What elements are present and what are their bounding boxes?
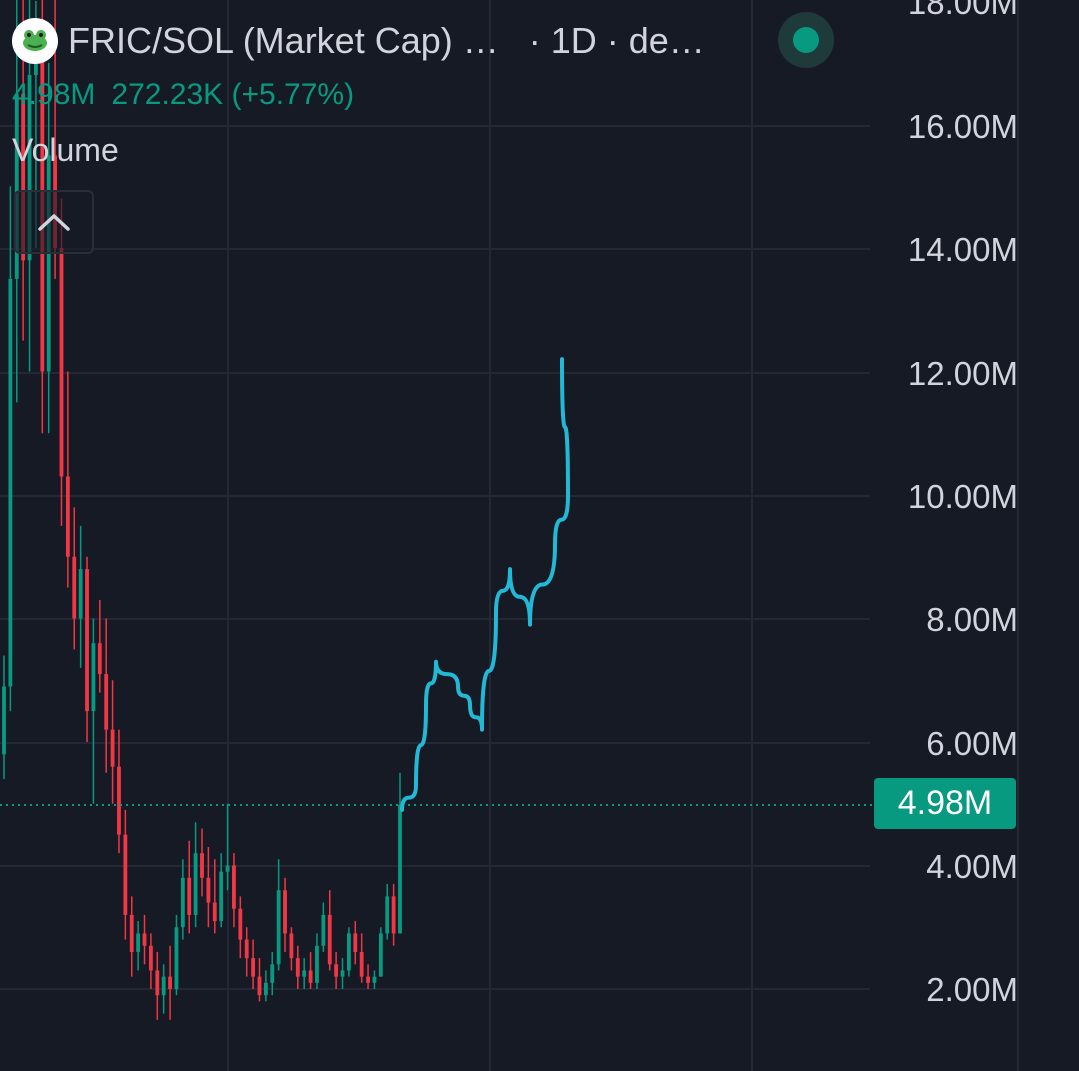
- candle-body[interactable]: [21, 93, 26, 261]
- candle-body[interactable]: [27, 75, 32, 261]
- candle-body[interactable]: [398, 804, 402, 934]
- candle-body[interactable]: [238, 908, 243, 940]
- candle-body[interactable]: [59, 248, 64, 477]
- candle-body[interactable]: [327, 914, 332, 965]
- candle-body[interactable]: [378, 933, 383, 977]
- candle-body[interactable]: [244, 939, 249, 959]
- candle-body[interactable]: [187, 877, 192, 915]
- candle-body[interactable]: [359, 951, 364, 977]
- candle-body[interactable]: [85, 569, 89, 712]
- price-axis-label: 16.00M: [908, 108, 1018, 145]
- candle-body[interactable]: [117, 766, 121, 835]
- candle-body[interactable]: [372, 976, 377, 983]
- change-value: 272.23K (+5.77%): [111, 78, 355, 111]
- price-axis-label: 18.00M: [908, 0, 1018, 21]
- price-axis-label: 4.00M: [926, 848, 1018, 885]
- last-value: 4.98M: [12, 78, 96, 111]
- candle-body[interactable]: [346, 933, 351, 971]
- price-axis-label: 12.00M: [908, 355, 1018, 392]
- candle-body[interactable]: [46, 155, 51, 372]
- market-open-dot-icon: [793, 27, 819, 53]
- candle-body[interactable]: [385, 896, 390, 934]
- price-axis-label: 10.00M: [908, 478, 1018, 515]
- chevron-up-icon: [38, 214, 70, 231]
- chart-legend-header: FRIC/SOL (Market Cap) … · 1D · de…: [12, 18, 705, 64]
- candle-body[interactable]: [193, 853, 198, 915]
- candle-body[interactable]: [65, 476, 70, 557]
- candle-body[interactable]: [308, 970, 313, 983]
- candle-body[interactable]: [340, 970, 345, 977]
- candle-body[interactable]: [212, 902, 217, 922]
- candle-body[interactable]: [321, 914, 326, 946]
- candle-body[interactable]: [155, 970, 160, 996]
- candle-body[interactable]: [129, 914, 134, 952]
- candle-body[interactable]: [334, 964, 339, 977]
- candle-body[interactable]: [91, 643, 96, 712]
- candle-body[interactable]: [8, 278, 13, 687]
- candle-body[interactable]: [142, 933, 147, 946]
- candle-body[interactable]: [168, 976, 172, 989]
- market-status-button[interactable]: [778, 12, 834, 68]
- volume-indicator-label[interactable]: Volume: [12, 132, 119, 168]
- candle-body[interactable]: [225, 865, 230, 872]
- last-price-badge: 4.98M: [874, 778, 1016, 829]
- candle-body[interactable]: [200, 853, 204, 878]
- candle-body[interactable]: [289, 933, 294, 959]
- candle-body[interactable]: [136, 933, 141, 952]
- price-axis-label: 8.00M: [926, 601, 1018, 638]
- candle-body[interactable]: [97, 643, 102, 675]
- candle-body[interactable]: [148, 945, 153, 971]
- candle-body[interactable]: [302, 970, 307, 977]
- price-axis-label: 2.00M: [926, 971, 1018, 1008]
- candle-body[interactable]: [110, 729, 115, 767]
- candle-body[interactable]: [180, 877, 185, 928]
- candle-body[interactable]: [72, 556, 77, 619]
- ohlc-values: 4.98M 272.23K (+5.77%): [12, 78, 354, 112]
- frog-logo-icon: [12, 18, 58, 64]
- candle-body[interactable]: [315, 945, 319, 983]
- collapse-legend-button[interactable]: [14, 190, 94, 254]
- candle-body[interactable]: [104, 674, 109, 730]
- candle-body[interactable]: [257, 976, 262, 996]
- candle-body[interactable]: [366, 976, 370, 983]
- candle-body[interactable]: [295, 958, 300, 977]
- candle-body[interactable]: [232, 865, 236, 909]
- candle-body[interactable]: [161, 976, 166, 996]
- candle-body[interactable]: [14, 93, 19, 279]
- price-axis-label: 6.00M: [926, 725, 1018, 762]
- interval-label[interactable]: · 1D · de…: [528, 20, 705, 61]
- candle-body[interactable]: [78, 569, 83, 619]
- candle-body[interactable]: [2, 686, 6, 755]
- symbol-title[interactable]: FRIC/SOL (Market Cap) …: [68, 20, 499, 61]
- candle-body[interactable]: [270, 964, 275, 983]
- candle-body[interactable]: [283, 890, 287, 934]
- price-axis-label: 14.00M: [908, 231, 1018, 268]
- candle-body[interactable]: [391, 896, 396, 934]
- candle-body[interactable]: [276, 890, 281, 965]
- candle-body[interactable]: [263, 982, 268, 996]
- candle-body[interactable]: [123, 834, 128, 915]
- freehand-drawing[interactable]: [400, 357, 570, 812]
- candle-body[interactable]: [174, 927, 179, 989]
- candle-body[interactable]: [251, 958, 256, 977]
- candle-body[interactable]: [353, 933, 358, 952]
- candle-body[interactable]: [206, 877, 211, 903]
- candle-body[interactable]: [219, 871, 224, 922]
